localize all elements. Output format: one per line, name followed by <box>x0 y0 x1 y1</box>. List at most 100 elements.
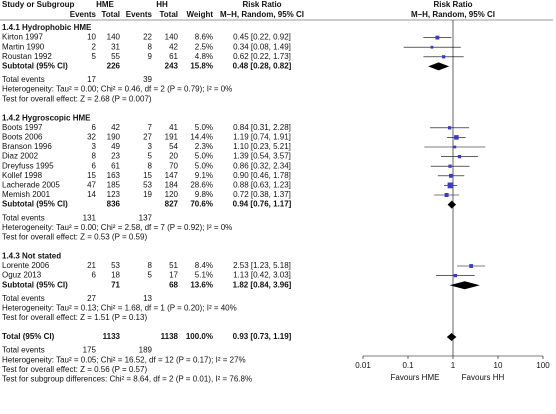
overall-test: Test for overall effect: Z = 1.51 (P = 0… <box>2 313 147 322</box>
weight: 5.0% <box>195 161 213 170</box>
favours-left: Favours HME <box>391 373 440 382</box>
header-total1: Total <box>101 10 120 19</box>
header-weight: Weight <box>186 10 213 19</box>
x-tick-label: 100 <box>536 361 550 370</box>
total-events2: 137 <box>139 213 153 222</box>
subtotal-ci: 1.82 [0.84, 3.96] <box>233 280 292 289</box>
overall-total1: 1133 <box>103 332 121 341</box>
overall-test: Test for overall effect: Z = 0.53 (P = 0… <box>2 233 147 242</box>
study-square <box>447 126 452 130</box>
study-square <box>435 35 440 40</box>
weight: 9.1% <box>195 171 213 180</box>
header-events1: Events <box>70 10 97 19</box>
subgroup-title: 1.4.3 Not stated <box>2 252 61 261</box>
events1: 5 <box>92 52 97 61</box>
events1: 32 <box>87 133 96 142</box>
study-name: Diaz 2002 <box>2 152 39 161</box>
subgroup-title: 1.4.1 Hydrophobic HME <box>2 23 92 32</box>
ci-label: 0.72 [0.38, 1.37] <box>233 190 291 199</box>
subtotal-total1: 836 <box>107 200 121 209</box>
weight: 2.5% <box>195 42 213 51</box>
subtotal-total2: 243 <box>165 62 179 71</box>
study-square <box>469 264 474 268</box>
weight: 14.4% <box>190 133 213 142</box>
total1: 53 <box>111 261 120 270</box>
total1: 140 <box>107 33 121 42</box>
total2: 191 <box>165 133 179 142</box>
ci-label: 0.62 [0.22, 1.73] <box>233 52 291 61</box>
overall-test: Test for overall effect: Z = 0.56 (P = 0… <box>2 365 147 374</box>
subtotal-weight: 70.6% <box>190 200 213 209</box>
weight: 8.6% <box>195 33 213 42</box>
total1: 190 <box>107 133 121 142</box>
ci-label: 1.10 [0.23, 5.21] <box>233 142 291 151</box>
weight: 2.3% <box>195 142 213 151</box>
events1: 15 <box>87 171 96 180</box>
total-events1: 175 <box>83 346 97 355</box>
events2: 8 <box>148 42 153 51</box>
total2: 41 <box>169 123 178 132</box>
study-name: Lorente 2006 <box>2 261 50 270</box>
subtotal-ci: 0.94 [0.76, 1.17] <box>233 200 292 209</box>
events1: 2 <box>92 42 97 51</box>
study-name: Roustan 1992 <box>2 52 52 61</box>
weight: 5.1% <box>195 271 213 280</box>
overall-weight: 100.0% <box>186 332 213 341</box>
total2: 120 <box>165 190 179 199</box>
header-method: M–H, Random, 95% CI <box>220 10 304 19</box>
events2: 5 <box>148 152 153 161</box>
total1: 42 <box>111 123 120 132</box>
heterogeneity: Heterogeneity: Tau² = 0.00; Chi² = 2.58,… <box>2 223 232 232</box>
header-study: Study or Subgroup <box>2 0 75 9</box>
weight: 4.8% <box>195 52 213 61</box>
ci-label: 1.13 [0.42, 3.03] <box>233 271 291 280</box>
events2: 8 <box>148 161 153 170</box>
study-square <box>448 173 453 178</box>
total1: 31 <box>111 42 120 51</box>
study-square <box>453 145 457 149</box>
total2: 54 <box>169 142 178 151</box>
events2: 53 <box>143 181 152 190</box>
subtotal-total2: 68 <box>169 280 178 289</box>
events1: 6 <box>92 123 97 132</box>
subgroup-test: Test for subgroup differences: Chi² = 8.… <box>2 375 252 384</box>
weight: 28.6% <box>190 181 213 190</box>
total-events-label: Total events <box>2 75 45 84</box>
events1: 8 <box>92 152 97 161</box>
study-name: Branson 1996 <box>2 142 52 151</box>
total2: 147 <box>165 171 179 180</box>
total2: 20 <box>169 152 178 161</box>
ci-label: 0.86 [0.32, 2.34] <box>233 161 291 170</box>
subtotal-total1: 71 <box>111 280 120 289</box>
ci-label: 0.90 [0.46, 1.78] <box>233 171 291 180</box>
events2: 8 <box>148 261 153 270</box>
ci-label: 0.34 [0.08, 1.49] <box>233 42 291 51</box>
study-square <box>442 55 446 59</box>
overall-test: Test for overall effect: Z = 2.68 (P = 0… <box>2 94 152 103</box>
x-tick-label: 1 <box>451 361 456 370</box>
events1: 6 <box>92 271 97 280</box>
subtotal-label: Subtotal (95% CI) <box>2 62 68 71</box>
study-square <box>447 182 454 189</box>
events1: 14 <box>87 190 96 199</box>
subtotal-weight: 15.8% <box>190 62 213 71</box>
events1: 47 <box>87 181 96 190</box>
ci-label: 0.88 [0.63, 1.23] <box>233 181 291 190</box>
total-events2: 39 <box>143 75 152 84</box>
total2: 51 <box>169 261 178 270</box>
favours-right: Favours HH <box>462 373 505 382</box>
total1: 55 <box>111 52 120 61</box>
weight: 9.8% <box>195 190 213 199</box>
events1: 6 <box>92 161 97 170</box>
events1: 10 <box>87 33 96 42</box>
ci-label: 2.53 [1.23, 5.18] <box>233 261 291 270</box>
x-tick-label: 0.1 <box>402 361 414 370</box>
total-events1: 27 <box>87 294 96 303</box>
events2: 19 <box>143 190 152 199</box>
study-name: Boots 1997 <box>2 123 43 132</box>
total1: 61 <box>111 161 120 170</box>
study-square <box>454 135 459 140</box>
ci-label: 0.84 [0.31, 2.28] <box>233 123 291 132</box>
